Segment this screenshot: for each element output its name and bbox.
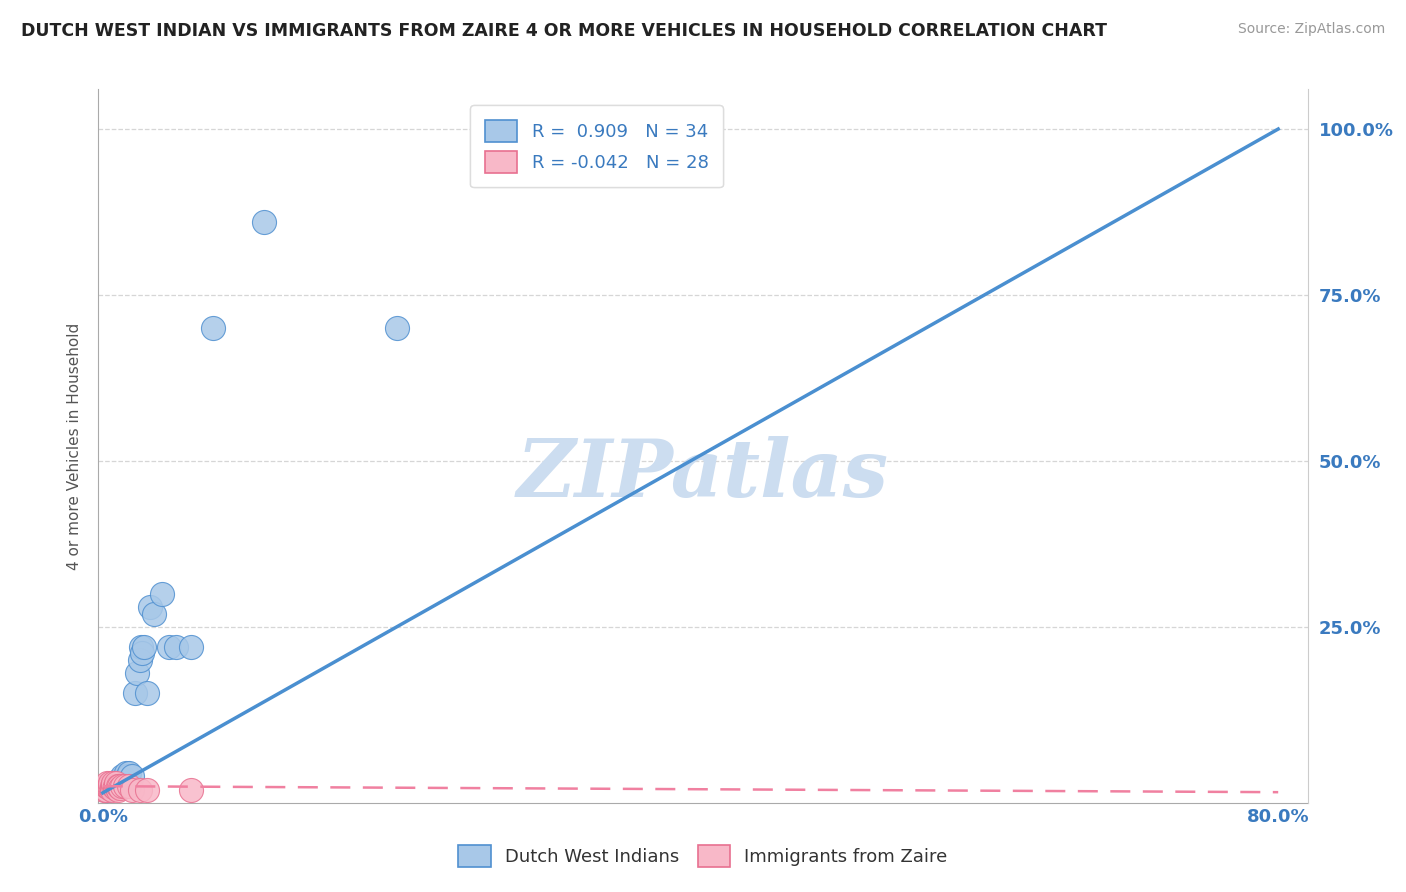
Point [111,769,134,783]
Point [100,782,122,797]
Point [108,772,131,787]
Point [124,686,146,700]
Point [125,666,148,681]
Point [128,782,150,797]
Point [131,647,153,661]
Point [105,779,128,793]
Point [101,779,124,793]
Text: ZIPatlas: ZIPatlas [517,436,889,513]
Point [139,599,162,614]
Point [202,321,225,335]
Point [111,779,134,793]
Point [98,776,121,790]
Point [115,766,138,780]
Point [121,769,143,783]
Point [107,776,129,790]
Point [94,782,117,797]
Point [97,780,120,795]
Legend: Dutch West Indians, Immigrants from Zaire: Dutch West Indians, Immigrants from Zair… [451,838,955,874]
Point [114,772,136,787]
Legend: R =  0.909   N = 34, R = -0.042   N = 28: R = 0.909 N = 34, R = -0.042 N = 28 [470,105,723,187]
Point [97,779,120,793]
Point [100,779,122,793]
Point [107,782,129,797]
Point [150,587,173,601]
Point [100,779,122,793]
Point [105,779,128,793]
Point [98,779,121,793]
Point [157,640,180,654]
Point [112,772,135,787]
Point [110,780,132,795]
Point [135,782,157,797]
Point [132,640,155,654]
Point [103,778,125,792]
Point [96,779,118,793]
Point [180,782,202,797]
Point [165,640,187,654]
Text: DUTCH WEST INDIAN VS IMMIGRANTS FROM ZAIRE 4 OR MORE VEHICLES IN HOUSEHOLD CORRE: DUTCH WEST INDIAN VS IMMIGRANTS FROM ZAI… [21,22,1107,40]
Text: Source: ZipAtlas.com: Source: ZipAtlas.com [1237,22,1385,37]
Point [96,782,118,797]
Point [108,779,131,793]
Point [101,779,124,793]
Point [180,640,202,654]
Point [94,782,117,797]
Point [110,773,132,788]
Point [128,653,150,667]
Point [96,776,118,790]
Point [101,776,124,790]
Point [117,769,139,783]
Point [135,686,157,700]
Point [98,779,121,793]
Point [103,780,125,795]
Point [93,782,115,797]
Point [121,782,143,797]
Point [129,640,152,654]
Point [107,779,129,793]
Point [97,780,120,795]
Point [118,766,141,780]
Point [105,776,128,790]
Point [143,607,166,621]
Point [253,215,276,229]
Point [385,321,408,335]
Point [114,779,136,793]
Point [103,779,125,793]
Point [118,779,141,793]
Point [94,779,117,793]
Y-axis label: 4 or more Vehicles in Household: 4 or more Vehicles in Household [67,322,83,570]
